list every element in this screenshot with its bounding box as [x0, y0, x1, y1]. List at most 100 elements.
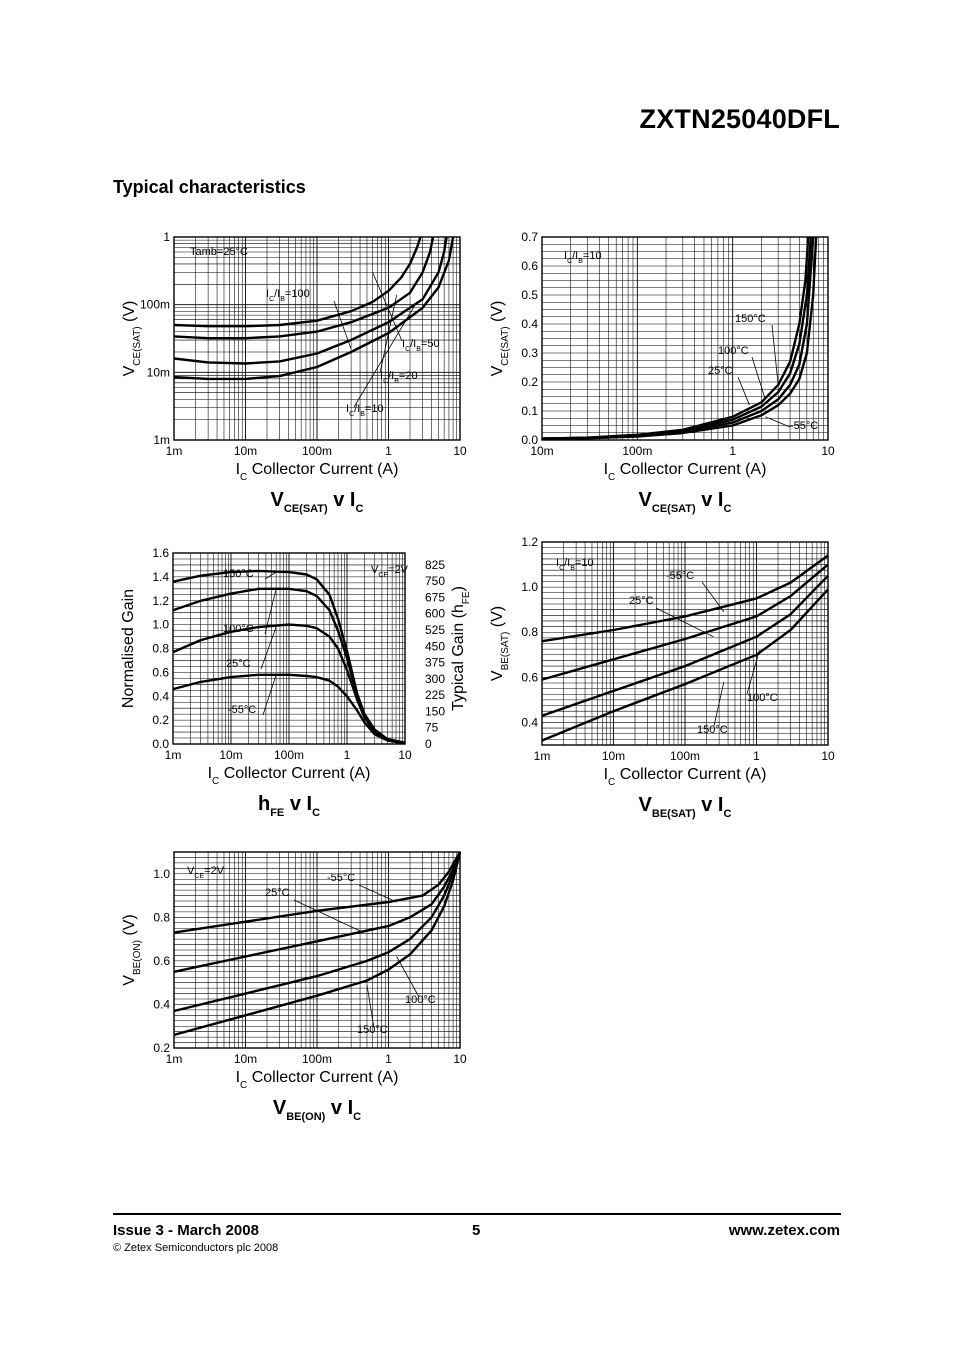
y2-axis-label: Typical Gain (hFE) — [450, 586, 472, 711]
series-label: IC/IB=50 — [402, 338, 440, 353]
y2-tick-label: 450 — [425, 639, 445, 653]
footer-issue: Issue 3 - March 2008 — [113, 1222, 259, 1239]
leader-line — [372, 272, 403, 342]
grid — [541, 541, 828, 746]
series-annotation: IC/IB=10 — [346, 301, 418, 418]
leader-line — [701, 581, 725, 613]
leader-line — [396, 956, 420, 998]
x-tick-label: 1 — [385, 1052, 392, 1066]
series-label: 150°C — [223, 568, 254, 580]
x-tick-label: 10m — [234, 444, 257, 458]
series-line — [173, 851, 462, 934]
x-tick-label: 100m — [274, 748, 304, 762]
y-tick-label: 0.4 — [521, 317, 538, 331]
series-label: 25°C — [629, 595, 654, 607]
chart-title: VBE(SAT) v IC — [639, 794, 732, 820]
condition-text: IC/IB=10 — [556, 557, 594, 572]
series-line — [172, 623, 406, 744]
vbesat-chart: 1m 10m 100m 1 10 0.4 0.6 0.8 1.0 1.2 IC Collector … — [489, 535, 835, 820]
series-line — [173, 236, 448, 365]
y-tick-label: 0.4 — [152, 689, 169, 703]
x-tick-label: 100m — [622, 444, 652, 458]
y-tick-label: 1.4 — [152, 570, 169, 584]
leader-line — [358, 884, 397, 903]
series-annotation: IC/IB=20 — [379, 294, 418, 385]
x-tick-label: 100m — [302, 444, 332, 458]
series-annotation: 25°C — [226, 626, 277, 670]
vbeon-chart: 1m 10m 100m 1 10 0.2 0.4 0.6 0.8 1.0 IC Collector … — [121, 851, 467, 1123]
hfe-chart: 1m 10m 100m 1 10 0.0 0.2 0.4 0.6 0.8 1.0 1.2 1.4 1.6 0… — [120, 546, 472, 819]
x-tick-label: 10 — [398, 748, 412, 762]
y-tick-label: 1 — [163, 230, 170, 244]
y-tick-label: 100m — [140, 298, 170, 312]
condition-label: IC/IB=10 — [556, 557, 594, 572]
series-line — [541, 236, 818, 440]
y2-tick-label: 75 — [425, 721, 439, 735]
series-label: -55°C — [790, 420, 818, 432]
series-label: 100°C — [223, 623, 254, 635]
x-tick-label: 1m — [534, 749, 551, 763]
series-annotation: 150°C — [223, 568, 277, 580]
chart-title: VCE(SAT) v IC — [271, 489, 364, 515]
grid — [173, 851, 460, 1049]
x-tick-label: 10 — [453, 444, 467, 458]
series-label: 150°C — [357, 1024, 388, 1036]
series-annotation: 150°C — [697, 681, 728, 736]
series-annotation: 150°C — [357, 984, 388, 1036]
series-annotation: IC/IB=50 — [372, 272, 440, 353]
x-tick-label: 1m — [165, 748, 182, 762]
condition-label: VCE=2V — [371, 564, 409, 579]
series-annotation: 25°C — [265, 887, 364, 933]
series-annotation: -55°C — [327, 872, 397, 903]
y-tick-label: 0.1 — [521, 404, 538, 418]
series-line — [541, 563, 829, 681]
y2-tick-label: 225 — [425, 688, 445, 702]
series-label: -55°C — [327, 872, 355, 884]
x-tick-label: 1m — [166, 444, 183, 458]
leader-line — [379, 294, 398, 374]
x-tick-label: 10 — [821, 444, 835, 458]
y-tick-label: 1.6 — [152, 546, 169, 560]
y-tick-label: 0.2 — [521, 375, 538, 389]
leader-line — [655, 607, 714, 638]
series-line — [173, 236, 455, 381]
x-axis-label: IC Collector Current (A) — [208, 765, 371, 787]
y-axis-label: VBE(SAT) (V) — [489, 606, 511, 681]
y-tick-label: 1.0 — [153, 867, 170, 881]
y-tick-label: 1.2 — [152, 594, 169, 608]
series-label: 25°C — [226, 658, 251, 670]
series-label: 25°C — [708, 365, 733, 377]
series-annotation: 100°C — [718, 345, 766, 400]
series-label: -55°C — [666, 570, 694, 582]
series-annotation: 100°C — [223, 588, 277, 635]
series-label: IC/IB=100 — [266, 288, 310, 303]
y-tick-label: 0.6 — [153, 954, 170, 968]
series-line — [541, 236, 812, 440]
y-tick-label: 1.0 — [521, 580, 538, 594]
series-annotation: IC/IB=100 — [266, 288, 352, 350]
footer-website: www.zetex.com — [728, 1222, 840, 1239]
y-axis-label: VCE(SAT) (V) — [489, 301, 511, 377]
y-tick-label: 0.0 — [152, 737, 169, 751]
y-tick-label: 0.8 — [152, 642, 169, 656]
y-tick-label: 1m — [153, 433, 170, 447]
leader-line — [264, 588, 277, 635]
grid — [173, 237, 460, 441]
part-number-title: ZXTN25040DFL — [639, 104, 840, 134]
y-tick-label: 0.6 — [152, 665, 169, 679]
y2-tick-label: 525 — [425, 623, 445, 637]
x-tick-label: 10m — [219, 748, 242, 762]
series-line — [173, 236, 435, 340]
series-line — [173, 236, 422, 328]
x-axis-label: IC Collector Current (A) — [604, 461, 767, 483]
series-annotation: -55°C — [765, 416, 818, 432]
y2-tick-label: 825 — [425, 558, 445, 572]
leader-line — [353, 301, 418, 408]
y-tick-label: 0.3 — [521, 346, 538, 360]
y-axis-label: Normalised Gain — [120, 589, 137, 708]
y-tick-label: 0.2 — [152, 713, 169, 727]
plot-frame — [172, 552, 406, 745]
chart-title: VCE(SAT) v IC — [639, 489, 732, 515]
y2-tick-label: 0 — [425, 737, 432, 751]
chart-title: hFE v IC — [258, 793, 320, 819]
